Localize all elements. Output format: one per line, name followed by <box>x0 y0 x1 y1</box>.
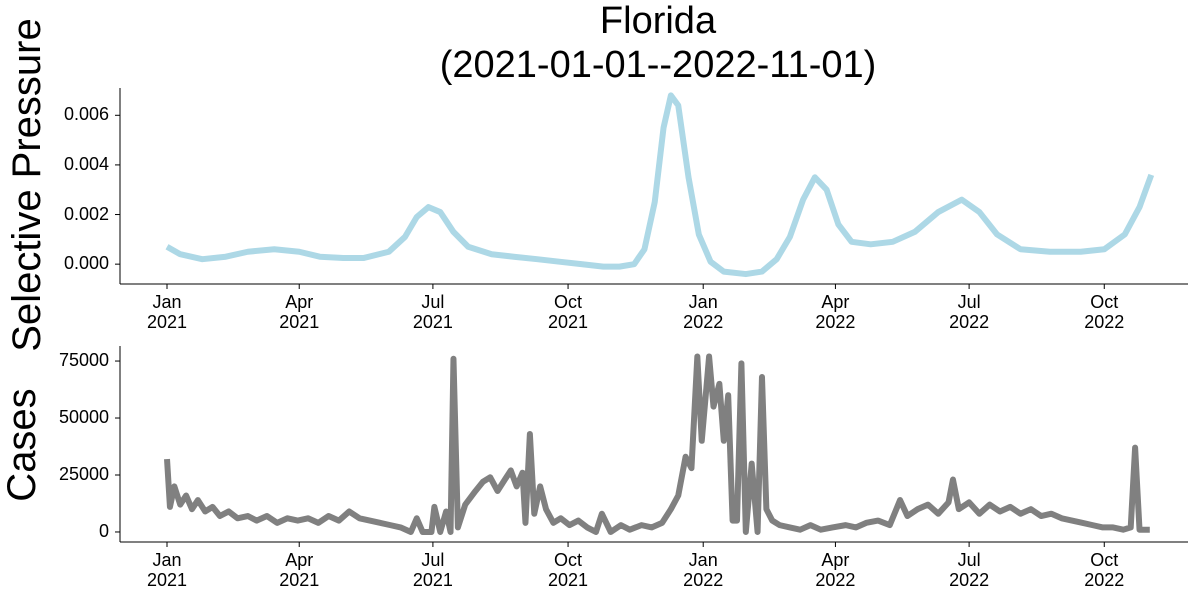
x-tick-label: Oct 2022 <box>1084 292 1125 332</box>
y-tick-label: 0.006 <box>63 104 109 125</box>
x-tick-label: Apr 2022 <box>815 550 856 590</box>
x-tick-label: Jan 2021 <box>146 292 188 332</box>
y-tick-label: 0 <box>98 521 109 542</box>
y-tick-label: 0.004 <box>63 154 109 175</box>
x-tick-label: Oct 2022 <box>1084 550 1125 590</box>
x-tick-label: Apr 2021 <box>279 292 320 332</box>
x-tick-label: Jul 2022 <box>949 292 990 332</box>
chart-title: Florida (2021-01-01--2022-11-01) <box>439 0 877 86</box>
data-line <box>165 92 1155 278</box>
x-tick-label: Jul 2021 <box>412 292 453 332</box>
x-tick-label: Jan 2022 <box>683 550 724 590</box>
y-tick-label: 0.000 <box>63 253 109 274</box>
y-axis-label: Selective Pressure <box>5 18 49 352</box>
y-tick-label: 25000 <box>58 464 109 485</box>
y-tick-label: 0.002 <box>63 203 109 224</box>
y-tick-label: 75000 <box>58 350 109 371</box>
x-tick-label: Apr 2022 <box>815 292 856 332</box>
y-axis-label: Cases <box>0 388 44 502</box>
x-tick-label: Oct 2021 <box>548 550 589 590</box>
data-line <box>164 353 1150 535</box>
x-tick-label: Apr 2021 <box>279 550 320 590</box>
y-tick-label: 50000 <box>58 407 109 428</box>
x-tick-label: Jan 2022 <box>683 292 724 332</box>
x-tick-label: Oct 2021 <box>548 292 589 332</box>
x-tick-label: Jul 2021 <box>412 550 453 590</box>
x-tick-label: Jan 2021 <box>146 550 188 590</box>
x-tick-label: Jul 2022 <box>949 550 990 590</box>
